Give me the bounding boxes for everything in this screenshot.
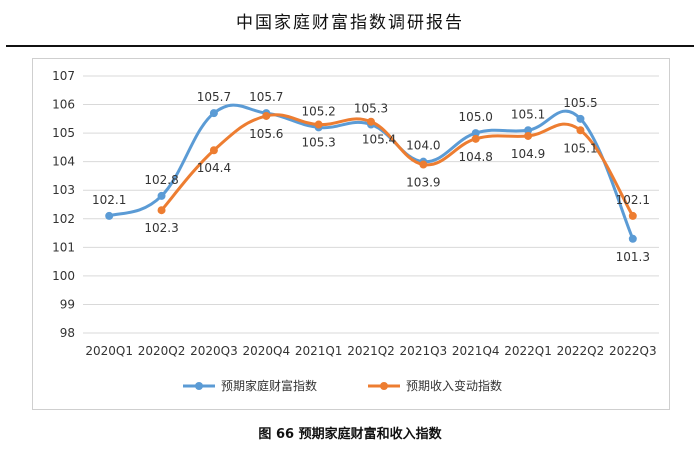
data-point — [628, 211, 637, 220]
data-label: 102.1 — [616, 193, 650, 207]
data-point — [524, 126, 533, 135]
x-tick-label: 2022Q1 — [504, 344, 552, 358]
x-tick-label: 2021Q3 — [400, 344, 448, 358]
data-label: 105.1 — [563, 141, 597, 155]
data-label: 105.1 — [511, 107, 545, 121]
y-tick-label: 98 — [60, 326, 75, 340]
x-tick-label: 2022Q3 — [609, 344, 657, 358]
header-divider — [6, 45, 694, 47]
y-tick-label: 107 — [52, 69, 75, 83]
data-point — [471, 129, 480, 138]
data-point — [576, 126, 585, 135]
data-label: 105.3 — [354, 102, 388, 116]
x-tick-label: 2021Q4 — [452, 344, 500, 358]
legend-swatch-marker — [195, 382, 203, 390]
chart-frame: 98 99 100 101 102 103 104 105 106 107 2020Q1 2020Q2… — [32, 58, 670, 410]
data-label: 104.4 — [197, 161, 231, 175]
data-label: 104.0 — [406, 139, 440, 153]
x-tick-label: 2020Q1 — [85, 344, 133, 358]
data-point — [471, 134, 480, 143]
x-tick-label: 2021Q2 — [347, 344, 395, 358]
data-label: 102.8 — [144, 173, 178, 187]
data-point — [628, 234, 637, 243]
y-tick-label: 104 — [52, 155, 75, 169]
y-tick-label: 102 — [52, 212, 75, 226]
data-point — [157, 191, 166, 200]
data-label: 101.3 — [616, 250, 650, 264]
data-label: 104.8 — [459, 150, 493, 164]
data-point — [367, 117, 375, 126]
x-tick-label: 2020Q2 — [138, 344, 186, 358]
series-line — [107, 103, 635, 241]
data-point — [419, 160, 428, 169]
legend-swatch-marker — [380, 382, 388, 390]
data-point — [524, 131, 533, 140]
y-tick-label: 99 — [60, 297, 75, 311]
y-tick-label: 101 — [52, 240, 75, 254]
legend-label: 预期收入变动指数 — [406, 378, 502, 393]
data-label: 105.7 — [249, 90, 283, 104]
x-tick-label: 2022Q2 — [557, 344, 605, 358]
data-label: 105.3 — [301, 136, 335, 150]
x-tick-label: 2021Q1 — [295, 344, 343, 358]
x-tick-label: 2020Q4 — [242, 344, 290, 358]
line-chart: 98 99 100 101 102 103 104 105 106 107 2020Q1 2020Q2… — [52, 69, 659, 393]
figure-caption: 图 66 预期家庭财富和收入指数 — [258, 427, 442, 442]
data-point — [262, 111, 271, 120]
y-tick-label: 105 — [52, 126, 75, 140]
data-label: 105.0 — [459, 110, 493, 124]
data-label: 105.5 — [563, 96, 597, 110]
data-label: 105.7 — [197, 90, 231, 104]
data-point — [209, 109, 218, 118]
data-label: 105.4 — [362, 133, 396, 147]
y-tick-label: 106 — [52, 98, 75, 112]
y-tick-label: 103 — [52, 183, 75, 197]
data-label: 105.6 — [249, 127, 283, 141]
data-point — [576, 114, 585, 123]
data-label: 102.3 — [144, 221, 178, 235]
series-line — [160, 113, 635, 218]
y-tick-label: 100 — [52, 269, 75, 283]
data-label: 102.1 — [92, 193, 126, 207]
data-label: 104.9 — [511, 147, 545, 161]
data-point — [157, 206, 166, 215]
data-point — [314, 120, 323, 129]
data-point — [105, 211, 114, 220]
data-point — [209, 146, 218, 155]
report-header-title: 中国家庭财富指数调研报告 — [236, 13, 464, 33]
x-tick-label: 2020Q3 — [190, 344, 238, 358]
data-label: 105.2 — [301, 104, 335, 118]
data-label: 103.9 — [406, 176, 440, 190]
legend-label: 预期家庭财富指数 — [221, 378, 317, 393]
